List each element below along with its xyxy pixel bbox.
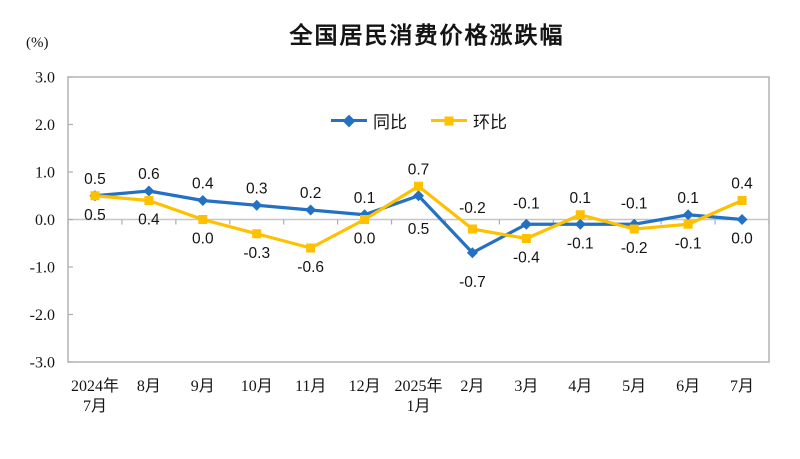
mom-data-label: -0.1 <box>675 235 702 252</box>
legend-item-mom: 环比 <box>431 108 507 133</box>
y-axis-tick-label: 0.0 <box>35 212 55 229</box>
mom-data-label: 0.0 <box>192 231 214 248</box>
mom-point-marker <box>467 224 477 234</box>
mom-point-marker <box>683 219 693 229</box>
mom-point-marker <box>90 191 100 201</box>
mom-legend-line-icon <box>431 116 467 125</box>
yoy-data-label: -0.1 <box>513 195 540 212</box>
yoy-data-label: 0.5 <box>84 171 106 188</box>
x-axis-tick-label: 10月 <box>241 378 273 395</box>
mom-point-marker <box>306 243 316 253</box>
mom-legend-label: 环比 <box>473 113 507 132</box>
x-axis-tick-label: 7月 <box>730 378 754 395</box>
yoy-point-marker <box>520 218 532 230</box>
y-axis-tick-label: 1.0 <box>35 165 55 182</box>
y-axis-tick-label: -3.0 <box>30 355 55 372</box>
mom-data-label: -0.2 <box>621 240 648 257</box>
yoy-point-marker <box>197 195 209 206</box>
chart-title: 全国居民消费价格涨跌幅 <box>289 22 565 48</box>
x-axis-tick-label: 11月 <box>295 378 326 395</box>
yoy-data-label: 0.5 <box>408 221 430 238</box>
x-axis-tick-label: 1月 <box>406 398 430 415</box>
mom-point-marker <box>198 215 208 224</box>
yoy-point-marker <box>574 218 586 230</box>
yoy-data-label: 0.4 <box>192 176 214 193</box>
x-axis-tick-label: 2024年 <box>71 377 119 395</box>
mom-data-label: -0.4 <box>513 250 540 267</box>
legend-item-yoy: 同比 <box>331 108 407 133</box>
mom-data-label: 0.0 <box>354 231 376 248</box>
mom-data-label: 0.4 <box>138 212 160 229</box>
mom-point-marker <box>414 181 423 191</box>
mom-square-marker-icon <box>444 116 454 125</box>
x-axis-tick-label: 12月 <box>349 378 381 395</box>
mom-point-marker <box>252 229 262 239</box>
mom-data-label: 0.5 <box>84 207 106 224</box>
chart-legend: 同比 环比 <box>331 108 507 133</box>
x-axis-tick-label: 4月 <box>568 378 592 395</box>
mom-data-label: -0.3 <box>243 245 270 262</box>
yoy-data-label: -0.1 <box>567 235 594 252</box>
yoy-point-marker <box>305 204 317 216</box>
mom-data-label: 0.4 <box>731 176 753 193</box>
yoy-legend-label: 同比 <box>373 113 407 132</box>
mom-point-marker <box>144 196 154 205</box>
y-axis-tick-label: -1.0 <box>30 260 55 277</box>
x-axis-tick-label: 5月 <box>622 378 646 395</box>
mom-point-marker <box>521 234 531 243</box>
y-axis-tick-label: 3.0 <box>35 70 55 87</box>
yoy-data-label: 0.6 <box>138 166 160 183</box>
yoy-data-label: 0.2 <box>300 185 322 202</box>
yoy-point-marker <box>143 185 155 197</box>
yoy-point-marker <box>736 214 748 225</box>
x-axis-tick-label: 8月 <box>137 378 161 395</box>
yoy-data-label: 0.1 <box>677 190 699 207</box>
yoy-point-marker <box>413 190 424 202</box>
mom-point-marker <box>629 224 639 234</box>
yoy-point-marker <box>251 199 263 211</box>
x-axis-tick-label: 2月 <box>460 378 484 395</box>
mom-data-label: 0.7 <box>408 161 430 178</box>
x-axis-tick-label: 9月 <box>191 378 215 395</box>
y-axis-tick-label: 2.0 <box>35 117 55 134</box>
yoy-legend-line-icon <box>331 114 367 127</box>
y-axis-tick-label: -2.0 <box>30 307 55 324</box>
mom-point-marker <box>575 210 585 220</box>
mom-point-marker <box>737 196 747 205</box>
x-axis-tick-label: 6月 <box>676 378 700 395</box>
yoy-data-label: -0.7 <box>459 274 486 291</box>
mom-point-marker <box>360 215 370 224</box>
yoy-data-label: 0.0 <box>731 231 753 248</box>
yoy-point-marker <box>466 247 478 259</box>
yoy-data-label: -0.1 <box>621 195 648 212</box>
x-axis-tick-label: 2025年 <box>394 377 442 395</box>
y-axis-unit-label: (%) <box>26 35 49 51</box>
yoy-point-marker <box>682 209 694 221</box>
yoy-data-label: 0.3 <box>246 180 268 197</box>
yoy-data-label: 0.1 <box>354 190 376 207</box>
mom-data-label: -0.6 <box>297 259 324 276</box>
mom-data-label: 0.1 <box>569 190 591 207</box>
mom-data-label: -0.2 <box>459 200 486 217</box>
x-axis-tick-label: 3月 <box>514 378 538 395</box>
x-axis-tick-label: 7月 <box>83 398 107 415</box>
